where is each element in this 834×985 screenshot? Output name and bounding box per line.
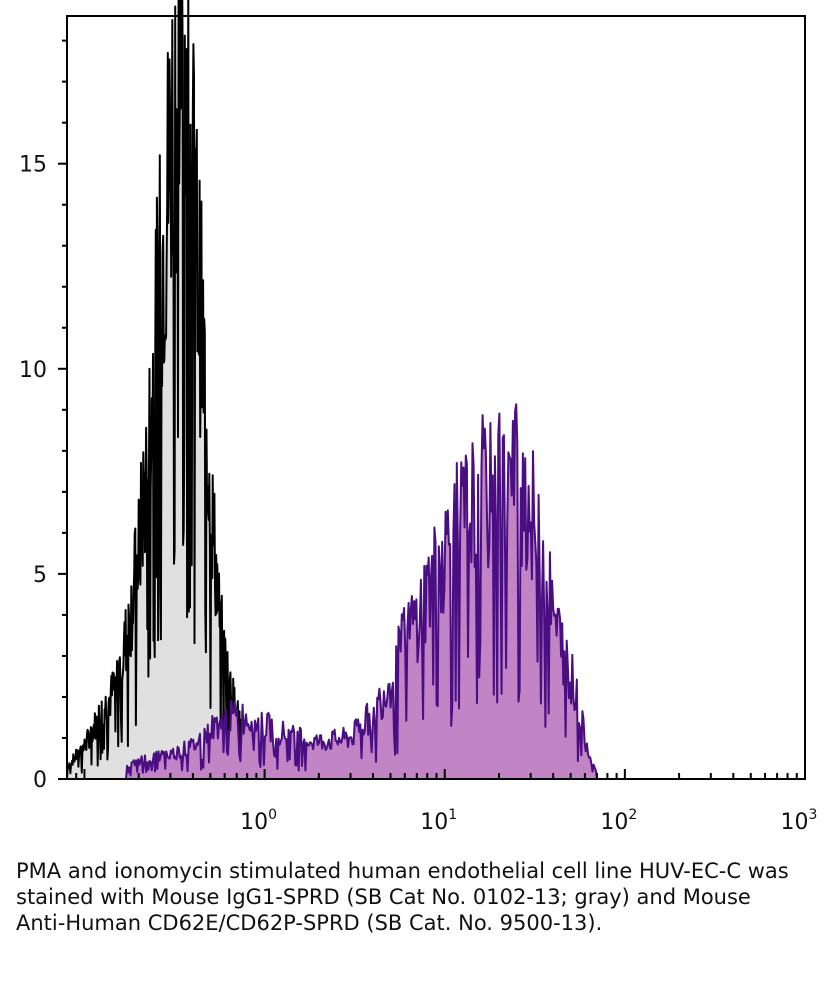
series-2-line bbox=[125, 403, 598, 780]
x-axis: 100 101 102 103 bbox=[66, 769, 818, 835]
x-tick-label: 100 bbox=[240, 807, 277, 835]
plot-series bbox=[66, 0, 598, 780]
y-tick-label: 0 bbox=[33, 768, 47, 793]
x-tick-label: 102 bbox=[600, 807, 637, 835]
y-tick-label: 10 bbox=[19, 358, 47, 383]
x-tick-label: 103 bbox=[781, 807, 818, 835]
x-tick-label: 101 bbox=[420, 807, 457, 835]
histogram-chart: 0 5 10 15 100 101 102 103 bbox=[19, 0, 818, 835]
y-axis: 0 5 10 15 bbox=[19, 39, 67, 793]
figure-caption: PMA and ionomycin stimulated human endot… bbox=[16, 859, 789, 935]
y-tick-label: 15 bbox=[19, 153, 47, 178]
y-tick-label: 5 bbox=[33, 563, 47, 588]
series-2-fill bbox=[126, 404, 597, 779]
